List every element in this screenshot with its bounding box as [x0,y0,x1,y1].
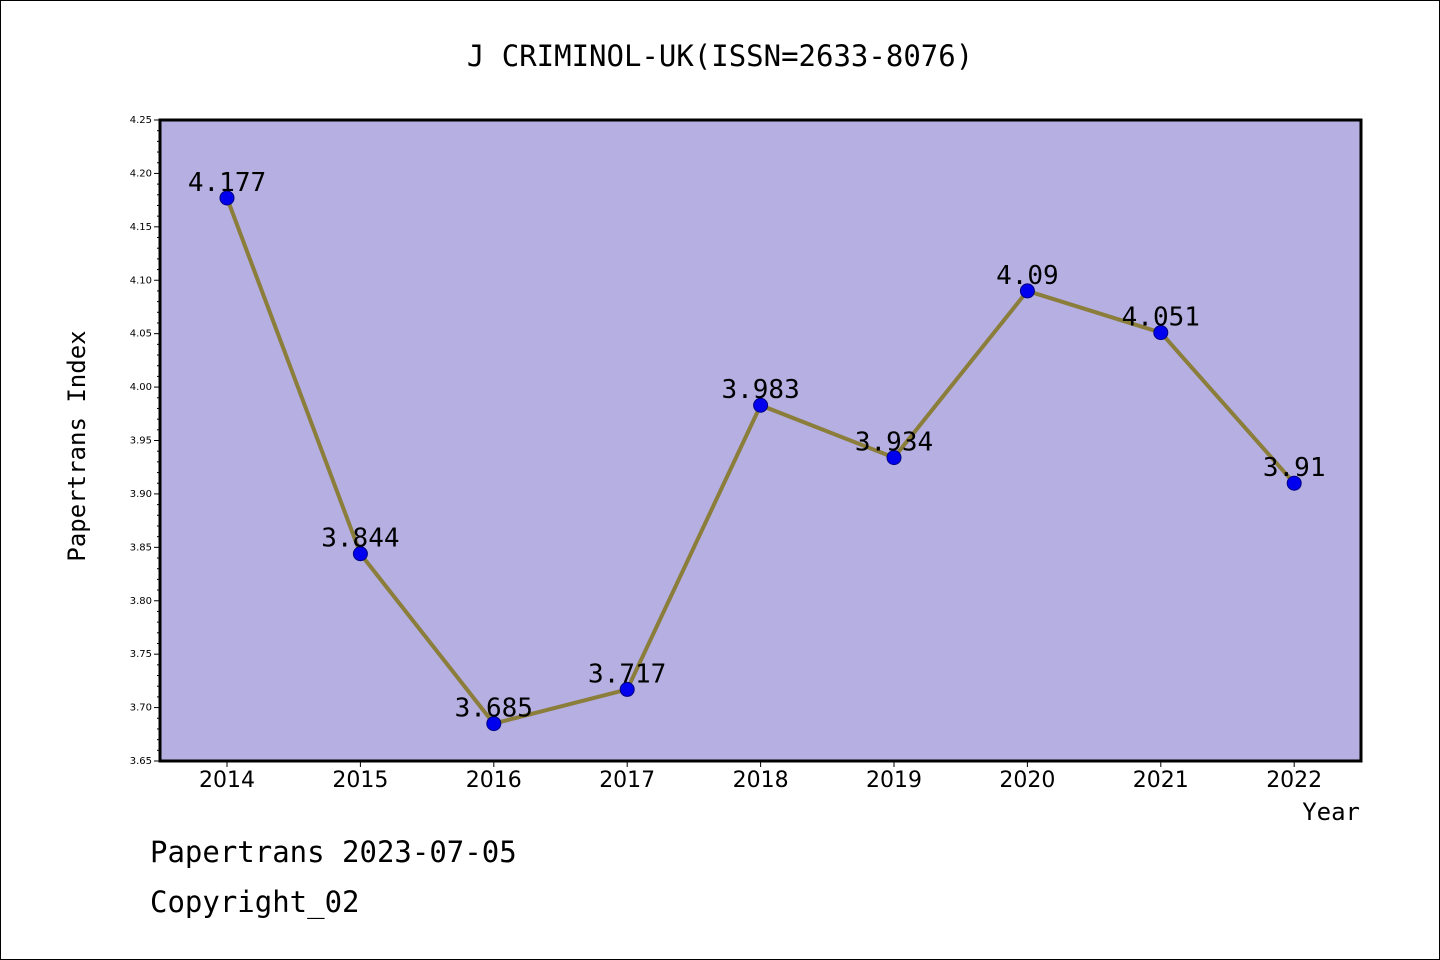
y-tick-label: 4.15 [130,222,152,233]
data-label: 3.934 [855,428,933,458]
y-tick-label: 3.65 [130,756,152,767]
data-point [1153,325,1169,341]
data-point [886,450,902,466]
x-tick-label: 2020 [999,768,1055,793]
y-tick-label: 4.00 [130,382,152,393]
x-tick-label: 2022 [1266,768,1322,793]
x-tick-label: 2017 [599,768,655,793]
data-label: 3.844 [321,524,399,554]
x-tick-label: 2019 [866,768,922,793]
data-point [486,716,502,732]
y-tick-label: 3.85 [130,542,152,553]
y-tick-label: 4.10 [130,275,152,286]
data-point [1019,283,1035,299]
data-label: 3.91 [1263,453,1326,483]
data-point [352,546,368,562]
data-point [753,397,769,413]
x-tick-label: 2015 [332,768,388,793]
plot-area [160,120,1361,761]
data-point [219,190,235,206]
y-axis-label: Papertrans Index [63,330,91,561]
y-tick-label: 4.25 [130,115,152,126]
x-tick-label: 2016 [466,768,522,793]
x-tick-label: 2014 [199,768,255,793]
data-point [1286,475,1302,491]
data-label: 3.717 [588,659,666,689]
x-tick-label: 2018 [733,768,789,793]
y-tick-label: 3.80 [130,596,152,607]
data-point [619,681,635,697]
y-tick-label: 3.90 [130,489,152,500]
chart-title: J CRIMINOL-UK(ISSN=2633-8076) [467,39,973,73]
footer-date: Papertrans 2023-07-05 [150,835,517,869]
y-tick-label: 3.95 [130,436,152,447]
y-tick-label: 3.75 [130,649,152,660]
data-label: 4.051 [1122,303,1200,333]
y-tick-label: 4.20 [130,168,152,179]
data-label: 3.685 [455,694,533,724]
footer-copyright: Copyright_02 [150,885,360,919]
x-tick-label: 2021 [1133,768,1189,793]
x-axis-label: Year [1302,798,1360,826]
data-label: 4.177 [188,168,266,198]
y-tick-label: 4.05 [130,329,152,340]
data-label: 3.983 [721,375,799,405]
plot-border [158,118,1363,763]
data-label: 4.09 [996,261,1059,291]
y-tick-label: 3.70 [130,703,152,714]
